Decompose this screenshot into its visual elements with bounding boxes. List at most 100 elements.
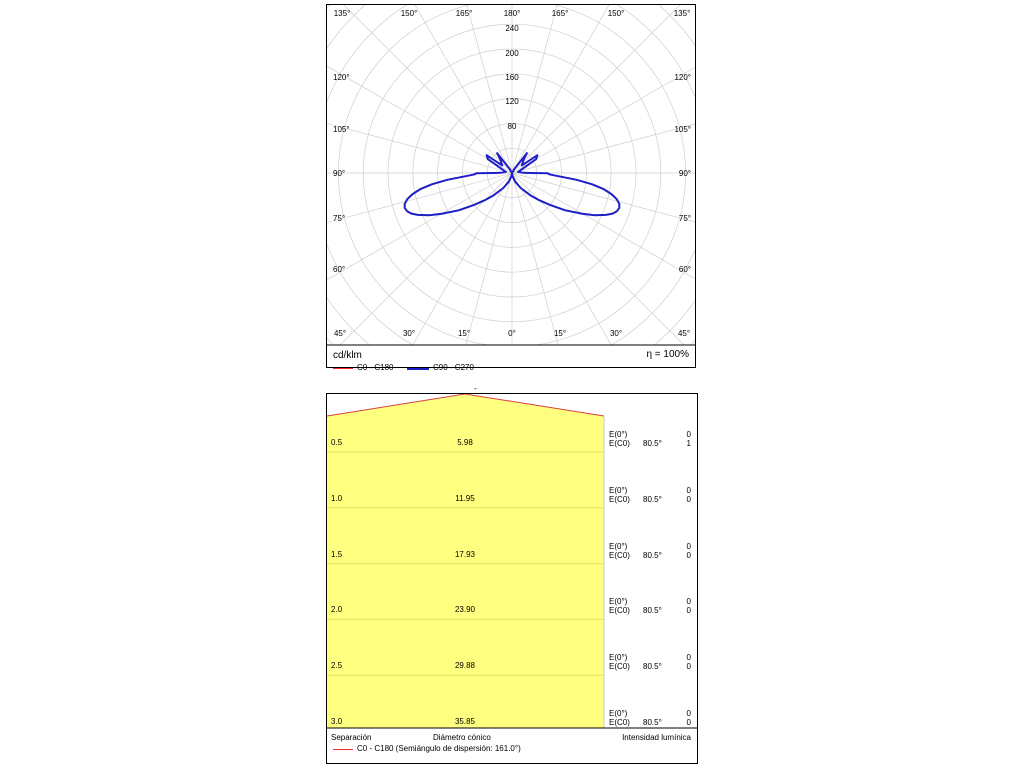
radial-tick-label: 160 xyxy=(505,73,519,82)
angle-label-left: 60° xyxy=(333,265,346,274)
polar-grid-spoke xyxy=(339,172,513,345)
row-e0-value: 0 xyxy=(686,597,691,607)
row-ec-value: 0 xyxy=(686,662,691,672)
row-e0-label: E(0°) xyxy=(609,485,628,495)
polar-grid-spoke xyxy=(414,5,513,174)
row-ec-angle: 80.5° xyxy=(643,662,662,672)
row-e0-value: 0 xyxy=(686,709,691,718)
polar-grid-spoke xyxy=(412,172,513,345)
angle-label-top: 165° xyxy=(455,9,473,18)
column-header-separation: Separación xyxy=(331,733,372,742)
row-ec-value: 1 xyxy=(686,439,691,448)
cone-outline xyxy=(327,394,605,417)
polar-grid-spoke xyxy=(327,172,513,223)
cone-top-mark: - xyxy=(474,384,477,393)
radial-tick-label: 240 xyxy=(505,24,519,33)
row-ec-label: E(C0) xyxy=(609,494,630,504)
polar-grid-spoke xyxy=(327,123,513,174)
row-e0-value: 0 xyxy=(686,485,691,495)
row-e0-label: E(0°) xyxy=(609,430,628,439)
angle-label-left: 90° xyxy=(333,169,346,178)
polar-chart xyxy=(327,5,695,346)
row-separation: 2.5 xyxy=(331,661,343,671)
polar-grid-circle xyxy=(327,5,695,345)
row-ec-label: E(C0) xyxy=(609,662,630,672)
angle-label-top: 180° xyxy=(503,9,521,18)
row-separation: 3.0 xyxy=(331,717,343,726)
angle-label-bottom: 30° xyxy=(402,329,416,338)
row-ec-angle: 80.5° xyxy=(643,550,662,560)
row-ec-value: 0 xyxy=(686,718,691,727)
row-e0-label: E(0°) xyxy=(609,709,628,718)
radial-tick-label: 80 xyxy=(507,122,517,131)
polar-grid-spoke xyxy=(466,5,513,174)
efficiency-label: η = 100% xyxy=(646,349,689,360)
polar-grid-spoke xyxy=(511,123,695,174)
angle-label-right: 75° xyxy=(678,214,691,223)
row-ec-label: E(C0) xyxy=(609,718,630,727)
polar-diagram-panel: 135° 150° 165° 180° 165° 150° 135° 120° 105° 90° 7… xyxy=(326,4,696,372)
row-diameter: 35.85 xyxy=(454,717,476,726)
cone-diagram-panel: 0.5 5.98 E(0°) 0 E(C0) 80.5° 1 1.0 11.95 E(0°) 0 E(… xyxy=(326,393,698,764)
cone-legend-swatch xyxy=(333,749,353,750)
row-e0-label: E(0°) xyxy=(609,541,628,551)
row-ec-value: 0 xyxy=(686,494,691,504)
row-ec-label: E(C0) xyxy=(609,550,630,560)
polar-grid-spoke xyxy=(343,5,513,174)
polar-unit-label: cd/klm xyxy=(333,350,362,361)
radial-tick-label: 120 xyxy=(505,97,519,106)
polar-grid-spoke xyxy=(511,66,695,174)
angle-label-top: 150° xyxy=(607,9,625,18)
row-diameter: 11.95 xyxy=(455,493,475,503)
legend-label-c0: C0 - C180 xyxy=(357,363,394,372)
polar-grid xyxy=(327,5,695,345)
angle-label-bottom: 15° xyxy=(457,329,471,338)
angle-label-top: 165° xyxy=(551,9,569,18)
angle-label-bottom: 45° xyxy=(677,329,691,338)
row-e0-value: 0 xyxy=(686,653,691,663)
polar-series-c90-c270 xyxy=(403,152,621,217)
cone-fill xyxy=(327,394,604,728)
row-separation: 0.5 xyxy=(331,438,343,447)
polar-grid-spoke xyxy=(511,172,685,345)
row-ec-label: E(C0) xyxy=(609,439,630,448)
polar-grid-spoke xyxy=(511,172,612,345)
angle-label-right: 60° xyxy=(678,265,691,274)
row-diameter: 29.88 xyxy=(454,661,476,671)
angle-label-bottom: 0° xyxy=(508,329,516,338)
column-header-intensity: Intensidad lumínica xyxy=(622,733,691,742)
row-e0-label: E(0°) xyxy=(609,597,628,607)
half-angle-label: C0 - C180 (Semiángulo de dispersión: 161… xyxy=(357,744,521,753)
polar-grid-spoke xyxy=(511,172,559,345)
radial-tick-label: 200 xyxy=(505,49,519,58)
polar-grid-spoke xyxy=(511,172,695,223)
row-ec-value: 0 xyxy=(686,606,691,616)
polar-grid-circle xyxy=(327,5,695,345)
row-ec-angle: 80.5° xyxy=(643,606,662,616)
row-diameter: 5.98 xyxy=(457,438,473,447)
row-separation: 1.0 xyxy=(331,493,343,503)
angle-label-bottom: 30° xyxy=(609,329,623,338)
legend-swatch-c0 xyxy=(333,368,353,369)
polar-grid-spoke xyxy=(511,5,681,174)
polar-grid-spoke xyxy=(465,172,513,345)
legend-swatch-c90 xyxy=(407,368,429,370)
polar-grid-spoke xyxy=(511,5,558,174)
angle-label-bottom: 15° xyxy=(553,329,567,338)
angle-label-left: 120° xyxy=(333,73,350,82)
polar-grid-spoke xyxy=(327,172,513,281)
row-diameter: 17.93 xyxy=(454,549,476,559)
angle-label-top: 150° xyxy=(400,9,418,18)
row-separation: 1.5 xyxy=(331,549,343,559)
row-ec-angle: 80.5° xyxy=(643,494,662,504)
row-e0-value: 0 xyxy=(686,541,691,551)
row-ec-label: E(C0) xyxy=(609,606,630,616)
polar-grid-circle xyxy=(327,5,695,345)
angle-label-top: 135° xyxy=(333,9,351,18)
angle-label-left: 75° xyxy=(333,214,346,223)
angle-label-top: 135° xyxy=(673,9,691,18)
row-ec-angle: 80.5° xyxy=(643,718,662,727)
polar-grid-spoke xyxy=(511,5,610,174)
polar-grid-spoke xyxy=(327,65,513,174)
angle-label-right: 105° xyxy=(674,125,691,134)
